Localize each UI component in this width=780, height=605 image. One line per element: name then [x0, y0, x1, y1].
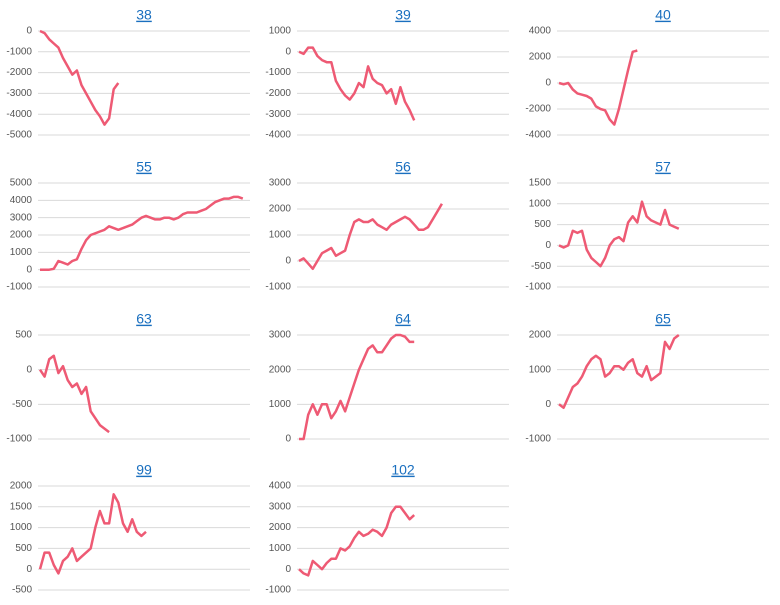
- chart-title[interactable]: 56: [395, 159, 411, 175]
- y-tick-label: 2000: [529, 52, 552, 63]
- y-tick-label: 0: [545, 240, 551, 251]
- chart-title[interactable]: 65: [655, 311, 671, 327]
- y-tick-label: 0: [26, 564, 32, 575]
- chart-title[interactable]: 99: [136, 462, 152, 478]
- y-tick-label: -1000: [6, 434, 32, 445]
- line-series: [558, 49, 638, 126]
- chart-title[interactable]: 55: [136, 159, 152, 175]
- line-series: [299, 333, 415, 441]
- line-series: [558, 334, 680, 410]
- y-tick-label: 0: [285, 434, 291, 445]
- y-tick-label: -2000: [6, 67, 32, 78]
- y-tick-label: 1000: [10, 247, 33, 258]
- y-tick-label: -4000: [525, 130, 551, 141]
- y-tick-label: 0: [545, 78, 551, 89]
- y-tick-label: -1000: [265, 585, 291, 596]
- y-tick-label: 3000: [10, 212, 33, 223]
- line-series: [298, 46, 416, 121]
- chart-title[interactable]: 39: [395, 7, 411, 23]
- y-tick-label: -1000: [265, 67, 291, 78]
- y-tick-label: -4000: [6, 109, 32, 120]
- y-tick-label: -1000: [525, 434, 551, 445]
- y-tick-label: 0: [285, 46, 291, 57]
- chart-title[interactable]: 40: [655, 7, 671, 23]
- chart-title[interactable]: 102: [391, 462, 415, 478]
- y-tick-label: -2000: [265, 88, 291, 99]
- y-tick-label: 3000: [269, 330, 292, 341]
- y-tick-label: 500: [534, 219, 551, 230]
- line-series: [558, 200, 680, 268]
- y-tick-label: -1000: [6, 46, 32, 57]
- y-tick-label: -5000: [6, 130, 32, 141]
- y-tick-label: -1000: [265, 282, 291, 293]
- y-tick-label: 1000: [269, 399, 292, 410]
- y-tick-label: 3000: [269, 178, 292, 189]
- y-tick-label: -3000: [6, 88, 32, 99]
- y-tick-label: 4000: [10, 195, 33, 206]
- y-tick-label: 1000: [269, 26, 292, 37]
- y-tick-label: -500: [531, 261, 551, 272]
- y-tick-label: 4000: [269, 481, 292, 492]
- y-tick-label: 2000: [529, 330, 552, 341]
- line-series: [38, 354, 110, 434]
- y-tick-label: -3000: [265, 109, 291, 120]
- y-tick-label: 1000: [529, 198, 552, 209]
- y-tick-label: 3000: [269, 501, 292, 512]
- y-tick-label: 0: [545, 399, 551, 410]
- y-tick-label: 1000: [10, 522, 33, 533]
- y-tick-label: 0: [26, 26, 32, 37]
- y-tick-label: 0: [285, 256, 291, 267]
- line-series: [298, 505, 416, 577]
- line-series: [38, 493, 147, 575]
- y-tick-label: 2000: [10, 230, 33, 241]
- chart-title[interactable]: 63: [136, 311, 152, 327]
- y-tick-label: 1000: [529, 364, 552, 375]
- y-tick-label: -500: [12, 399, 32, 410]
- line-series: [298, 203, 443, 271]
- y-tick-label: 1000: [269, 543, 292, 554]
- y-tick-label: 500: [15, 330, 32, 341]
- y-tick-label: 2000: [269, 204, 292, 215]
- y-tick-label: -1000: [6, 282, 32, 293]
- y-tick-label: 5000: [10, 178, 33, 189]
- y-tick-label: 4000: [529, 26, 552, 37]
- y-tick-label: -4000: [265, 130, 291, 141]
- y-tick-label: 2000: [10, 481, 33, 492]
- y-tick-label: 2000: [269, 364, 292, 375]
- y-tick-label: 1500: [10, 501, 33, 512]
- y-tick-label: -500: [12, 585, 32, 596]
- y-tick-label: 500: [15, 543, 32, 554]
- chart-title[interactable]: 38: [136, 7, 152, 23]
- y-tick-label: 2000: [269, 522, 292, 533]
- line-series: [39, 29, 120, 126]
- chart-title[interactable]: 57: [655, 159, 671, 175]
- y-tick-label: -2000: [525, 104, 551, 115]
- chart-title[interactable]: 64: [395, 311, 411, 327]
- line-series: [40, 195, 244, 271]
- y-tick-label: 0: [285, 564, 291, 575]
- y-tick-label: 1000: [269, 230, 292, 241]
- y-tick-label: 0: [26, 364, 32, 375]
- y-tick-label: 0: [26, 264, 32, 275]
- y-tick-label: -1000: [525, 282, 551, 293]
- y-tick-label: 1500: [529, 178, 552, 189]
